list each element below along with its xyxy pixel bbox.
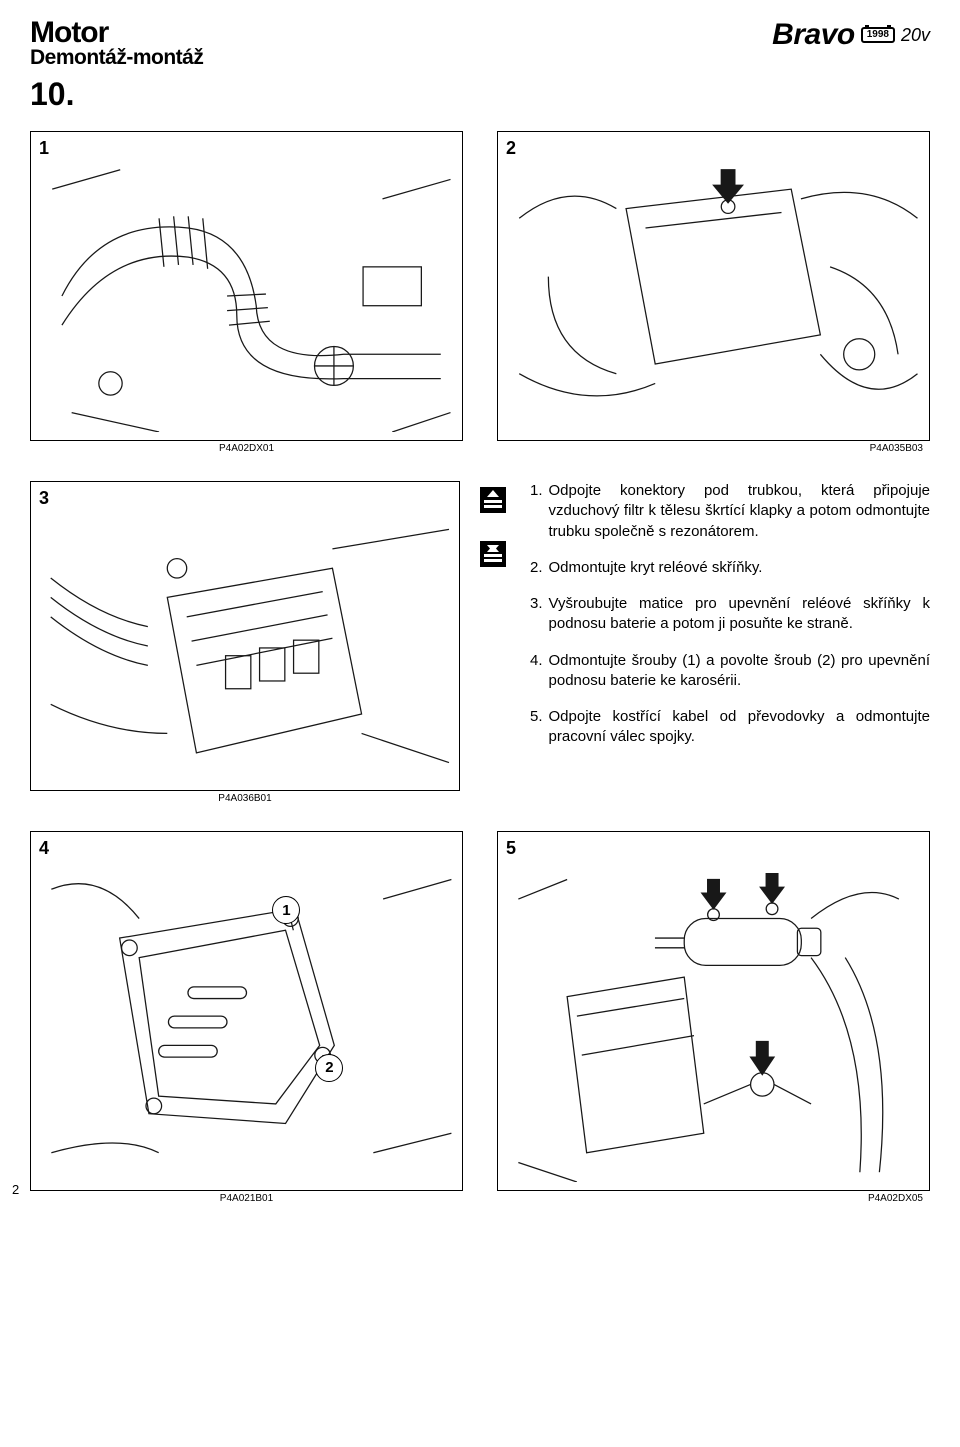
instruction-number: 1. [530,481,543,542]
year-badge: 1998 [861,27,895,43]
lift-icons [476,483,510,571]
instruction-number: 2. [530,558,543,578]
figure-3-label: 3 [39,488,49,509]
instruction-number: 5. [530,707,543,748]
instruction-item: 2. Odmontujte kryt reléové skříňky. [530,558,930,578]
figure-1-label: 1 [39,138,49,159]
instruction-item: 1. Odpojte konektory pod trubkou, která … [530,481,930,542]
figure-3: 3 P4A036B01 [30,481,460,791]
instruction-text: Vyšroubujte matice pro upevnění reléové … [549,594,930,635]
figure-2-label: 2 [506,138,516,159]
page-number: 2 [12,1182,19,1197]
section-number: 10. [30,76,203,113]
figure-3-code: P4A036B01 [218,793,271,804]
instruction-item: 5. Odpojte kostřící kabel od převodovky … [530,707,930,748]
figure-1: 1 P4A02DX01 [30,131,463,441]
figure-4: 4 [30,831,463,1191]
engine-spec: 20v [901,25,930,46]
figure-2-illustration [506,160,921,432]
figure-5: 5 [497,831,930,1191]
figure-row-3: 4 [30,831,930,1191]
figure-1-illustration [39,160,454,432]
figure-1-code: P4A02DX01 [219,443,274,454]
figure-2: 2 P4A035B03 [497,131,930,441]
instruction-text: Odmontujte šrouby (1) a povolte šroub (2… [549,651,930,692]
header-right: Bravo 1998 20v [772,18,930,52]
instruction-text: Odmontujte kryt reléové skříňky. [549,558,763,578]
page-header: Motor Demontáž-montáž 10. Bravo 1998 20v [30,18,930,113]
figure-row-1: 1 P4A02DX01 [30,131,930,441]
instruction-text: Odpojte konektory pod trubkou, která při… [549,481,930,542]
figure-4-label: 4 [39,838,49,859]
instruction-text: Odpojte kostřící kabel od převodovky a o… [549,707,930,748]
figure-4-illustration [39,860,454,1182]
instruction-item: 4. Odmontujte šrouby (1) a povolte šroub… [530,651,930,692]
middle-row: 3 P4A036B01 [30,481,930,791]
instruction-item: 3. Vyšroubujte matice pro upevnění reléo… [530,594,930,635]
figure-3-illustration [39,510,451,782]
figure-4-code: P4A021B01 [220,1193,273,1204]
header-left: Motor Demontáž-montáž 10. [30,18,203,113]
figure-2-code: P4A035B03 [870,443,923,454]
doc-subtitle: Demontáž-montáž [30,46,203,70]
lift-down-icon [476,537,510,571]
instruction-number: 3. [530,594,543,635]
doc-title: Motor [30,18,203,48]
instructions-list: 1. Odpojte konektory pod trubkou, která … [526,481,930,764]
lift-up-icon [476,483,510,517]
figure-5-illustration [506,860,921,1182]
brand-label: Bravo [772,18,855,52]
figure-5-label: 5 [506,838,516,859]
instruction-number: 4. [530,651,543,692]
figure-5-code: P4A02DX05 [868,1193,923,1204]
